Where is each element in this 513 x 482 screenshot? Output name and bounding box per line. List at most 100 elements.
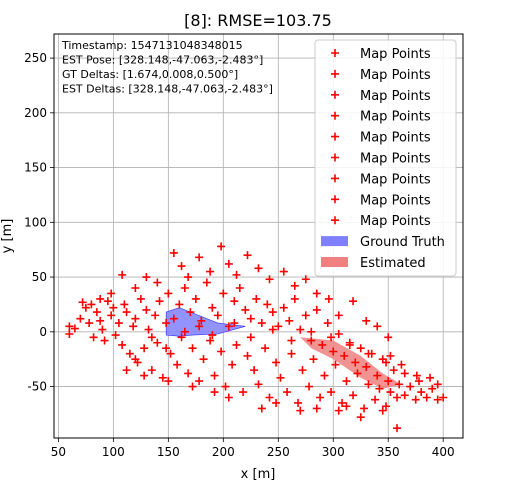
- map-point-marker: [210, 371, 219, 380]
- legend-marker: [331, 132, 339, 141]
- map-point-marker: [378, 406, 387, 415]
- map-point-marker: [136, 294, 145, 303]
- map-point-marker: [219, 289, 228, 298]
- map-point-marker: [162, 344, 171, 353]
- map-point-marker: [397, 360, 406, 369]
- map-point-marker: [349, 297, 358, 306]
- map-point-marker: [243, 251, 252, 260]
- legend-label: Map Points: [360, 152, 431, 167]
- map-points: [65, 242, 448, 433]
- map-point-marker: [257, 404, 266, 413]
- map-point-marker: [309, 355, 318, 364]
- map-point-marker: [246, 314, 255, 323]
- map-point-marker: [331, 360, 340, 369]
- map-point-marker: [329, 347, 338, 356]
- map-point-marker: [250, 366, 259, 375]
- x-tick-label: 300: [322, 445, 345, 459]
- map-point-marker: [351, 358, 360, 367]
- map-point-marker: [228, 360, 237, 369]
- map-point-marker: [338, 398, 347, 407]
- y-tick-label: 50: [32, 270, 47, 284]
- map-point-marker: [96, 316, 105, 325]
- info-line: EST Pose: [328.148,-47.063,-2.483°]: [62, 54, 263, 67]
- map-point-marker: [224, 322, 233, 331]
- map-point-marker: [334, 311, 343, 320]
- map-point-marker: [257, 319, 266, 328]
- map-point-marker: [107, 289, 116, 298]
- map-point-marker: [175, 300, 184, 309]
- map-point-marker: [362, 316, 371, 325]
- map-point-marker: [140, 371, 149, 380]
- map-point-marker: [364, 380, 373, 389]
- map-point-marker: [131, 284, 140, 293]
- map-point-marker: [340, 351, 349, 360]
- x-tick-label: 400: [432, 445, 455, 459]
- map-point-marker: [184, 369, 193, 378]
- map-point-marker: [210, 388, 219, 397]
- map-point-marker: [144, 325, 153, 334]
- info-line: Timestamp: 1547131048348015: [61, 39, 243, 52]
- map-point-marker: [417, 388, 426, 397]
- map-point-marker: [254, 264, 263, 273]
- map-point-marker: [246, 333, 255, 342]
- map-point-marker: [169, 314, 178, 323]
- map-point-marker: [285, 316, 294, 325]
- legend-label: Map Points: [360, 47, 431, 62]
- map-point-marker: [197, 316, 206, 325]
- map-point-marker: [224, 259, 233, 268]
- map-point-marker: [78, 298, 87, 307]
- map-point-marker: [384, 333, 393, 342]
- x-tick-label: 100: [102, 445, 125, 459]
- x-tick-label: 250: [267, 445, 290, 459]
- map-point-marker: [230, 297, 239, 306]
- map-point-marker: [279, 303, 288, 312]
- map-point-marker: [85, 319, 94, 328]
- map-point-marker: [120, 300, 129, 309]
- map-point-marker: [140, 344, 149, 353]
- legend-label: Map Points: [360, 110, 431, 125]
- map-point-marker: [65, 329, 74, 338]
- map-point-marker: [345, 340, 354, 349]
- map-point-marker: [208, 331, 217, 340]
- map-point-marker: [239, 388, 248, 397]
- map-point-marker: [305, 382, 314, 391]
- map-point-marker: [232, 340, 241, 349]
- map-point-marker: [298, 366, 307, 375]
- map-point-marker: [316, 393, 325, 402]
- legend-marker: [331, 195, 339, 204]
- map-point-marker: [276, 373, 285, 382]
- map-point-marker: [230, 319, 239, 328]
- map-point-marker: [353, 369, 362, 378]
- legend-marker: [331, 174, 339, 183]
- legend-marker: [331, 216, 339, 225]
- map-point-marker: [131, 355, 140, 364]
- map-point-marker: [426, 373, 435, 382]
- map-point-marker: [296, 325, 305, 334]
- map-point-marker: [386, 388, 395, 397]
- y-tick-label: 200: [24, 106, 47, 120]
- legend-marker: [331, 69, 339, 78]
- map-point-marker: [301, 275, 310, 284]
- map-point-marker: [98, 325, 107, 334]
- map-point-marker: [235, 284, 244, 293]
- map-point-marker: [142, 305, 151, 314]
- map-point-marker: [177, 333, 186, 342]
- map-point-marker: [107, 311, 116, 320]
- map-point-marker: [261, 344, 270, 353]
- map-point-marker: [195, 322, 204, 331]
- info-text: Timestamp: 1547131048348015 EST Pose: [32…: [61, 39, 273, 96]
- map-point-marker: [265, 393, 274, 402]
- y-tick-label: 250: [24, 51, 47, 65]
- map-point-marker: [356, 344, 365, 353]
- map-point-marker: [65, 322, 74, 331]
- map-point-marker: [268, 325, 277, 334]
- map-point-marker: [312, 404, 321, 413]
- map-point-marker: [327, 388, 336, 397]
- map-point-marker: [411, 395, 420, 404]
- map-point-marker: [382, 358, 391, 367]
- map-point-marker: [272, 358, 281, 367]
- map-point-marker: [142, 273, 151, 282]
- map-point-marker: [169, 248, 178, 257]
- map-point-marker: [147, 366, 156, 375]
- map-point-marker: [252, 294, 261, 303]
